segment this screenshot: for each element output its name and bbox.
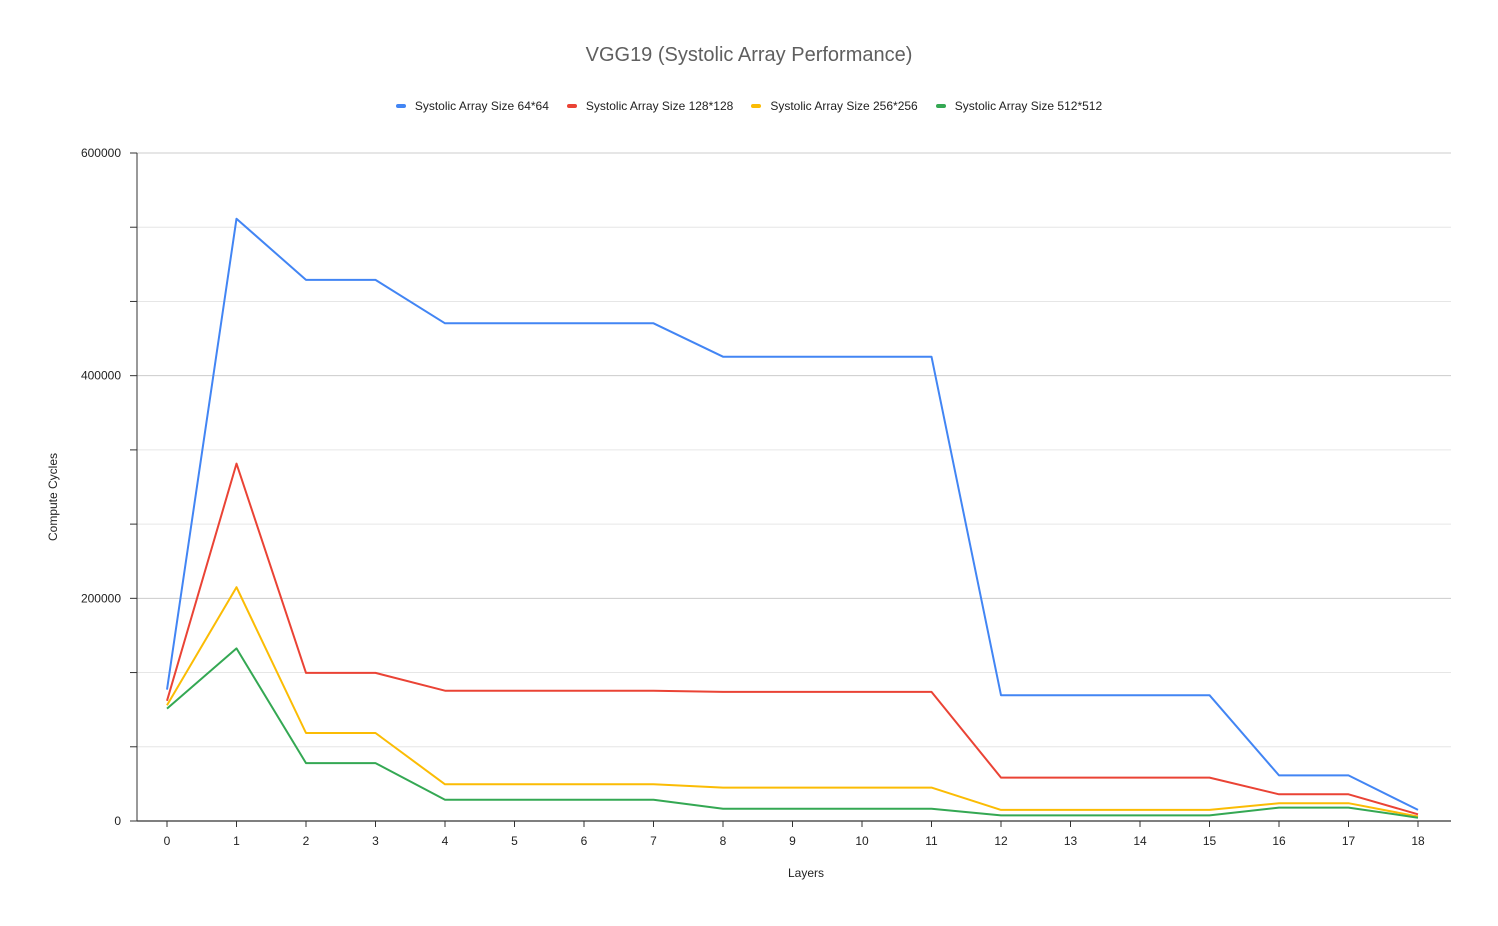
legend-item-2: Systolic Array Size 128*128 [566,99,734,113]
x-tick-label: 8 [720,834,727,848]
x-tick-label: 13 [1064,834,1078,848]
x-tick-label: 14 [1133,834,1147,848]
x-tick-label: 9 [789,834,796,848]
series-line-3 [166,586,1419,818]
y-tick-label: 0 [114,814,121,828]
x-tick-label: 6 [581,834,588,848]
chart-title: VGG19 (Systolic Array Performance) [585,44,913,66]
x-tick-label: 4 [442,834,449,848]
legend-label: Systolic Array Size 128*128 [585,99,734,113]
legend-item-4: Systolic Array Size 512*512 [935,99,1103,113]
legend-swatch [935,104,946,108]
x-tick-label: 7 [650,834,657,848]
y-tick-label: 200000 [81,591,121,605]
legend-label: Systolic Array Size 512*512 [954,99,1103,113]
x-tick-label: 3 [372,834,379,848]
x-axis-label: Layers [788,866,824,880]
series-line-4 [166,647,1419,819]
legend-swatch [395,104,406,108]
x-tick-label: 5 [511,834,518,848]
x-tick-label: 15 [1203,834,1217,848]
y-tick-label: 600000 [81,146,121,160]
x-tick-label: 18 [1411,834,1425,848]
x-tick-label: 2 [303,834,310,848]
legend-label: Systolic Array Size 64*64 [414,99,549,113]
legend-swatch [751,104,762,108]
x-tick-label: 1 [233,834,240,848]
legend-item-1: Systolic Array Size 64*64 [395,99,549,113]
legend-swatch [566,104,577,108]
x-tick-label: 17 [1342,834,1356,848]
legend-item-3: Systolic Array Size 256*256 [751,99,918,113]
legend: Systolic Array Size 64*64 Systolic Array … [0,99,1498,113]
y-axis-label: Compute Cycles [46,453,60,541]
x-tick-label: 10 [855,834,869,848]
series-line-1 [166,217,1419,811]
x-tick-label: 16 [1272,834,1286,848]
y-tick-label: 400000 [81,369,121,383]
x-tick-label: 0 [164,834,171,848]
x-tick-label: 12 [994,834,1008,848]
legend-label: Systolic Array Size 256*256 [770,99,918,113]
x-tick-label: 11 [925,834,938,848]
series-line-2 [166,462,1419,816]
